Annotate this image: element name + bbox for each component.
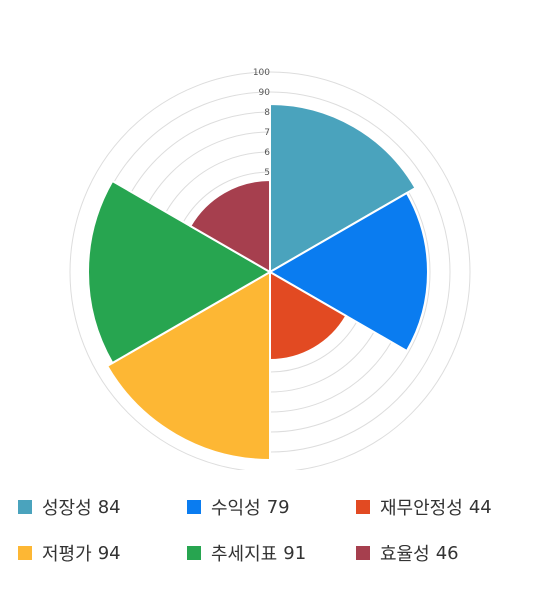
legend-swatch [187, 500, 201, 514]
segment-5[interactable] [188, 178, 271, 274]
legend-label: 저평가 [42, 544, 92, 565]
legend-value: 94 [97, 542, 121, 564]
tick-label: 100 [253, 68, 270, 78]
legend-value: 44 [468, 496, 492, 518]
tick-label: 90 [259, 88, 271, 98]
segment-4[interactable] [87, 179, 273, 365]
segment-3[interactable] [105, 270, 271, 462]
legend-label: 추세지표 [211, 544, 278, 565]
polar-area-chart: 5 6 7 8 90 100 [69, 68, 471, 470]
segment-0[interactable] [269, 102, 417, 274]
legend-swatch [356, 546, 370, 560]
segment-1[interactable] [268, 191, 429, 353]
segments [87, 102, 429, 462]
legend-value: 84 [97, 496, 121, 518]
legend-item-financial-stability[interactable]: 재무안정성 44 [356, 494, 492, 520]
legend-label: 재무안정성 [380, 498, 463, 519]
legend-value: 79 [266, 496, 290, 518]
segment-2[interactable] [269, 270, 348, 362]
legend-item-growth[interactable]: 성장성 84 [18, 494, 121, 520]
legend-value: 91 [283, 542, 307, 564]
legend-item-undervalued[interactable]: 저평가 94 [18, 540, 121, 566]
grid-ring [69, 71, 471, 470]
tick-label: 7 [264, 128, 270, 138]
legend-item-efficiency[interactable]: 효율성 46 [356, 540, 459, 566]
legend-swatch [18, 546, 32, 560]
legend-value: 46 [435, 542, 459, 564]
legend-item-profitability[interactable]: 수익성 79 [187, 494, 290, 520]
legend-swatch [18, 500, 32, 514]
tick-labels: 5 6 7 8 90 100 [253, 68, 270, 178]
tick-label: 6 [264, 148, 270, 158]
legend-label: 효율성 [380, 544, 430, 565]
legend-label: 수익성 [211, 498, 261, 519]
legend-swatch [356, 500, 370, 514]
tick-label: 5 [264, 168, 270, 178]
legend-label: 성장성 [42, 498, 92, 519]
legend-swatch [187, 546, 201, 560]
legend-item-trend[interactable]: 추세지표 91 [187, 540, 306, 566]
tick-label: 8 [264, 108, 270, 118]
chart-area: 5 6 7 8 90 100 [69, 68, 471, 470]
